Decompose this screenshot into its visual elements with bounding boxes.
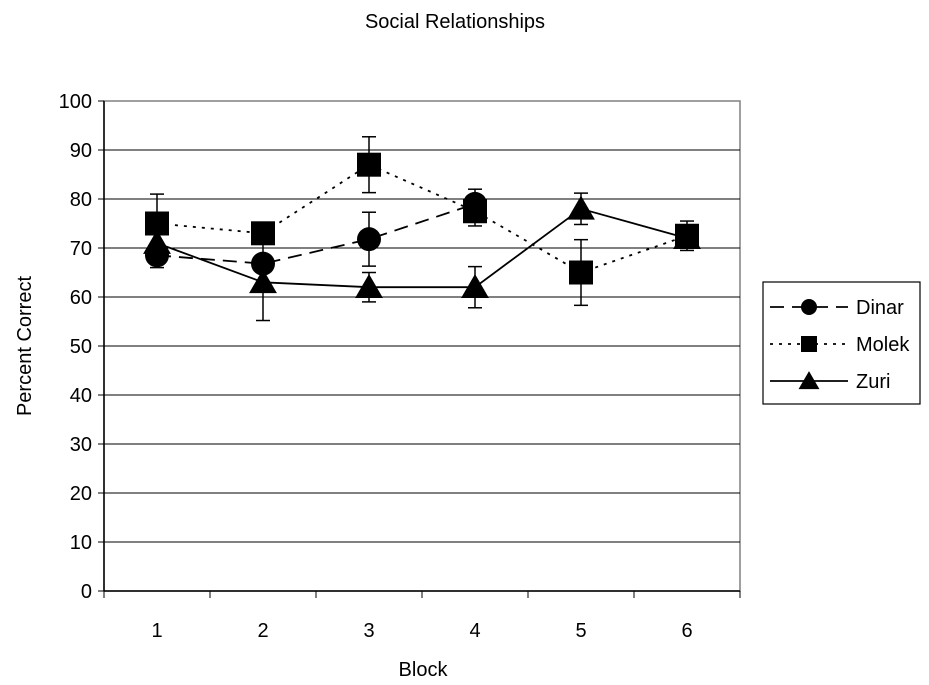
- y-tick-label: 0: [81, 581, 92, 603]
- y-tick-label: 30: [70, 434, 92, 456]
- legend-item-dinar: Dinar: [770, 297, 904, 319]
- legend-marker: [801, 299, 817, 315]
- y-tick-label: 40: [70, 385, 92, 407]
- data-point: [251, 221, 275, 246]
- x-tick-label: 5: [575, 620, 586, 642]
- data-point: [145, 211, 169, 236]
- series-line: [156, 207, 688, 289]
- series-line: [156, 163, 688, 274]
- y-tick-label: 20: [70, 483, 92, 505]
- x-tick-label: 4: [469, 620, 480, 642]
- x-tick-label: 3: [363, 620, 374, 642]
- legend: Dinar Molek Zuri: [762, 281, 921, 405]
- axes: [98, 100, 741, 598]
- plot-area: [98, 100, 741, 598]
- x-tick-labels: 1 2 3 4 5 6: [151, 620, 692, 642]
- legend-label: Dinar: [856, 297, 904, 319]
- data-point: [463, 199, 487, 224]
- y-tick-label: 90: [70, 140, 92, 162]
- y-tick-label: 100: [59, 91, 92, 113]
- legend-label: Molek: [856, 334, 910, 356]
- series-layer: [143, 136, 701, 322]
- legend-item-zuri: Zuri: [770, 371, 890, 393]
- data-point: [251, 251, 275, 276]
- legend-marker: [798, 371, 820, 390]
- series-dinar: [145, 188, 487, 276]
- y-axis-title: Percent Correct: [14, 276, 36, 416]
- series-line: [156, 203, 476, 265]
- legend-label: Zuri: [856, 371, 890, 393]
- y-tick-label: 50: [70, 336, 92, 358]
- data-point: [567, 195, 595, 220]
- data-point: [355, 274, 383, 298]
- x-tick-label: 2: [257, 620, 268, 642]
- data-point: [357, 152, 381, 177]
- y-tick-labels: 0 10 20 30 40 50 60 70 80 90 100: [59, 91, 92, 603]
- data-point: [249, 269, 277, 294]
- y-tick-label: 80: [70, 189, 92, 211]
- y-tick-label: 10: [70, 532, 92, 554]
- legend-box: [762, 281, 921, 405]
- x-tick-label: 1: [151, 620, 162, 642]
- legend-marker: [801, 336, 817, 352]
- x-tick-label: 6: [681, 620, 692, 642]
- data-point: [461, 274, 489, 298]
- y-tick-label: 70: [70, 238, 92, 260]
- data-point: [569, 260, 593, 285]
- gridlines: [104, 149, 740, 543]
- data-point: [357, 227, 381, 252]
- chart-title: Social Relationships: [365, 11, 545, 33]
- series-molek: [145, 136, 699, 307]
- data-point: [145, 243, 169, 268]
- legend-item-molek: Molek: [770, 334, 910, 356]
- data-point: [675, 223, 699, 248]
- y-tick-label: 60: [70, 287, 92, 309]
- x-axis-title: Block: [399, 659, 449, 681]
